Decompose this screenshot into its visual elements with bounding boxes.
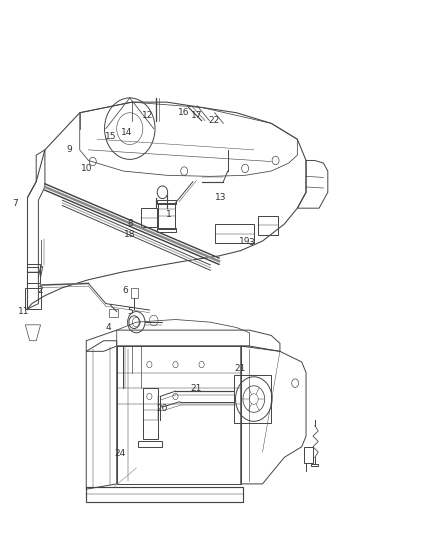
Text: 17: 17 [191,111,202,120]
Text: 24: 24 [114,449,125,458]
Text: 3: 3 [249,238,254,247]
Text: 21: 21 [234,364,246,373]
Text: 1: 1 [166,210,172,219]
Text: 8: 8 [127,219,133,228]
Text: 20: 20 [156,404,167,413]
Text: 9: 9 [66,146,72,155]
Text: 13: 13 [215,193,227,202]
Text: 19: 19 [239,237,250,246]
Text: 22: 22 [208,116,219,125]
Text: 11: 11 [18,307,30,316]
Text: 15: 15 [105,132,117,141]
Text: 7: 7 [12,199,18,208]
Text: 16: 16 [177,108,189,117]
Text: 21: 21 [191,384,202,393]
Text: 14: 14 [121,128,132,138]
Text: 6: 6 [123,286,128,295]
Text: 10: 10 [81,164,92,173]
Text: 12: 12 [141,111,153,120]
Text: 18: 18 [124,230,135,239]
Text: 5: 5 [127,307,133,316]
Text: 4: 4 [105,323,111,332]
Text: 2: 2 [37,286,42,295]
